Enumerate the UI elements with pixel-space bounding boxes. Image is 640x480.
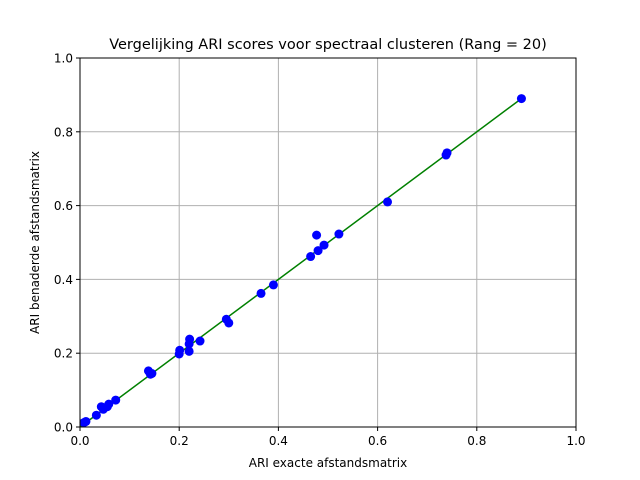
data-point	[312, 230, 322, 240]
data-point	[224, 318, 234, 328]
x-tick-label: 0.4	[269, 434, 288, 448]
fit-line-layer	[79, 97, 522, 428]
x-tick-label: 0.6	[368, 434, 387, 448]
x-tick-label: 0.0	[70, 434, 89, 448]
data-point	[383, 197, 393, 207]
data-point	[319, 240, 329, 250]
y-tick-label: 0.0	[54, 421, 73, 435]
x-axis-label: ARI exacte afstandsmatrix	[249, 456, 408, 470]
data-point	[81, 416, 91, 426]
data-point	[111, 395, 121, 405]
data-points	[79, 94, 526, 428]
data-point	[313, 246, 323, 256]
data-point	[147, 368, 157, 378]
x-tick-label: 0.8	[467, 434, 486, 448]
data-point	[104, 399, 114, 409]
x-tick-label: 1.0	[566, 434, 585, 448]
data-point	[256, 288, 266, 298]
data-point	[185, 334, 195, 344]
data-point	[195, 336, 205, 346]
data-point	[334, 229, 344, 239]
chart-title: Vergelijking ARI scores voor spectraal c…	[109, 37, 547, 53]
y-axis-ticks: 0.0 0.2 0.4 0.6 0.8 1.0	[54, 52, 80, 435]
data-point	[91, 410, 101, 420]
y-tick-label: 0.4	[54, 273, 73, 287]
data-point	[268, 280, 278, 290]
data-point	[306, 252, 316, 262]
data-point	[442, 148, 452, 158]
y-tick-label: 1.0	[54, 52, 73, 66]
x-axis-ticks: 0.0 0.2 0.4 0.6 0.8 1.0	[70, 427, 586, 448]
data-point	[516, 94, 526, 104]
data-point	[184, 346, 194, 356]
x-tick-label: 0.2	[170, 434, 189, 448]
y-tick-label: 0.6	[54, 199, 73, 213]
reference-line	[79, 97, 522, 428]
y-tick-label: 0.8	[54, 125, 73, 139]
axes-frame	[79, 57, 577, 428]
y-tick-label: 0.2	[54, 347, 73, 361]
data-point	[175, 345, 185, 355]
y-axis-label: ARI benaderde afstandsmatrix	[28, 151, 42, 334]
